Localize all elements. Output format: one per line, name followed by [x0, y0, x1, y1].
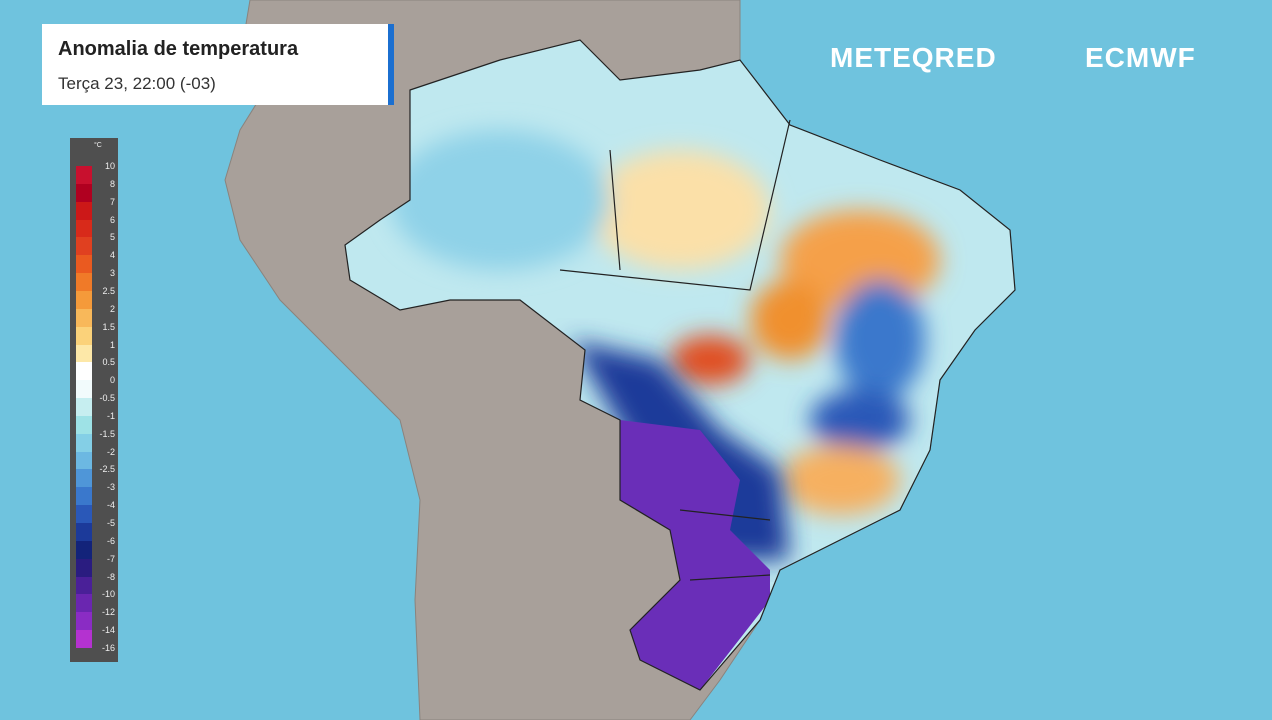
legend-label: -0.5: [99, 393, 115, 404]
legend-swatch: [76, 540, 92, 560]
legend-swatch: [76, 344, 92, 363]
warm-area: [750, 280, 830, 360]
legend-label: -7: [106, 553, 115, 564]
cool-area: [810, 390, 910, 450]
legend-swatch: [76, 451, 92, 470]
legend-swatch: [76, 237, 92, 256]
legend-swatch: [76, 308, 92, 328]
warm-area: [590, 150, 770, 270]
legend-label: -1.5: [99, 428, 115, 439]
legend-swatch: [76, 326, 92, 345]
legend-swatch: [76, 630, 92, 649]
legend-label: -2.5: [99, 464, 115, 475]
title: Anomalia de temperatura: [58, 38, 299, 60]
legend-swatch: [76, 612, 92, 631]
legend-label: -10: [101, 589, 115, 600]
legend-label: 7: [109, 196, 115, 207]
meteored-logo: METEQRED: [830, 42, 997, 73]
cold-area: [620, 420, 770, 690]
legend-swatch: [76, 362, 92, 381]
legend-swatch: [76, 433, 92, 453]
legend-swatch: [76, 219, 92, 238]
legend-swatch: [76, 523, 92, 542]
legend-swatch: [76, 166, 92, 185]
legend-swatch: [76, 201, 92, 221]
legend-swatch: [76, 273, 92, 292]
legend-label: 1.5: [102, 321, 115, 332]
warm-area: [780, 210, 940, 310]
legend-label: -3: [106, 482, 115, 493]
legend-label: 1: [109, 339, 115, 350]
legend-swatch: [76, 576, 92, 595]
cool-area: [390, 130, 610, 270]
legend-label: 4: [109, 250, 115, 261]
legend-swatch: [76, 183, 92, 203]
legend-label: -8: [106, 571, 115, 582]
legend-label: -14: [101, 625, 115, 636]
legend-label: 6: [109, 214, 115, 225]
legend-label: 8: [109, 178, 115, 189]
warm-area: [670, 335, 750, 385]
warm-area: [780, 445, 900, 515]
borders: [344, 39, 1016, 691]
legend-swatch: [76, 558, 92, 578]
cool-area: [835, 280, 925, 400]
legend-label: -4: [106, 500, 115, 511]
title-box: Anomalia de temperatura Terça 23, 22:00 …: [42, 24, 394, 105]
legend-label: 0: [109, 375, 115, 386]
legend-label: 2: [109, 303, 115, 314]
legend-swatch: [76, 594, 92, 613]
legend-label: 3: [109, 268, 115, 279]
legend-label: -6: [106, 535, 115, 546]
legend-swatch: [76, 398, 92, 417]
legend-swatch: [76, 255, 92, 274]
legend-label: 2.5: [102, 285, 115, 296]
legend-label: -12: [101, 607, 115, 618]
legend-label: -16: [101, 643, 115, 653]
ecmwf-logo: ECMWF: [1085, 42, 1196, 73]
legend-swatch: [76, 415, 92, 435]
legend-label: 5: [109, 232, 115, 243]
legend-swatch: [76, 380, 92, 399]
legend-swatch: [76, 290, 92, 310]
legend-label: -5: [106, 518, 115, 529]
legend: °C 10 8 7 6 5 4 3 2.5 2 1.5 1 0.5 0 -0.5 -1 -1.5 -2 -2.5 -…: [70, 138, 118, 662]
legend-swatch: [76, 469, 92, 488]
legend-swatch: [76, 505, 92, 524]
legend-label: -1: [106, 410, 115, 421]
legend-unit: °C: [94, 142, 102, 149]
legend-swatch: [76, 487, 92, 506]
legend-label: 10: [104, 161, 115, 171]
legend-label: 0.5: [102, 357, 115, 368]
subtitle: Terça 23, 22:00 (-03): [58, 74, 216, 93]
legend-label: -2: [106, 446, 115, 457]
